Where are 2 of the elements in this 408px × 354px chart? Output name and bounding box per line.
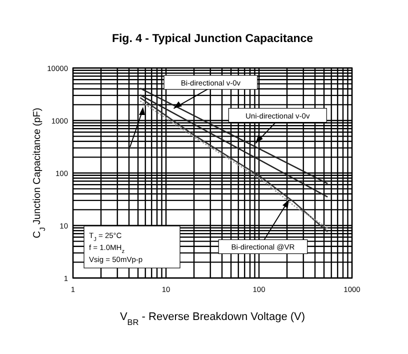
chart-title: Fig. 4 - Typical Junction Capacitance: [112, 33, 314, 45]
x-axis-title: V$_{BR}$ - Reverse Breakdown Voltage (V): [120, 311, 306, 326]
